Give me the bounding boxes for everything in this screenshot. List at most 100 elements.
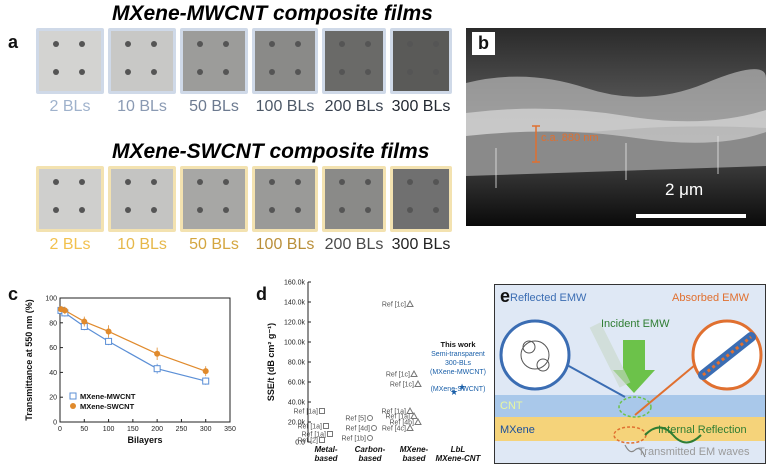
film-hole <box>269 41 275 47</box>
data-point <box>327 431 333 437</box>
x-tick-label: 300 <box>200 426 212 433</box>
mwcnt-film-1 <box>36 28 104 94</box>
film-hole <box>365 207 371 213</box>
y-tick-label: 140.0k <box>284 300 306 307</box>
series-line-2 <box>60 308 206 372</box>
film-hole <box>79 69 85 75</box>
swcnt-film-6 <box>390 166 452 232</box>
x-tick-label: 200 <box>151 426 163 433</box>
category-label: based <box>402 454 426 463</box>
y-axis-title: Transmittance at 550 nm (%) <box>24 299 34 421</box>
swcnt-label-5: 200 BLs <box>324 236 384 253</box>
film-hole <box>125 207 131 213</box>
film-hole <box>407 179 413 185</box>
category-label: based <box>358 454 382 463</box>
swcnt-film-5 <box>322 166 386 232</box>
film-hole <box>53 41 59 47</box>
swcnt-title: MXene-SWCNT composite films <box>112 140 430 163</box>
data-point <box>105 328 112 335</box>
mwcnt-film-row <box>36 28 452 94</box>
film-hole <box>407 41 413 47</box>
mwcnt-label-6: 300 BLs <box>391 98 451 115</box>
panel-c-letter: c <box>8 284 19 304</box>
y-tick-label: 60 <box>49 345 57 352</box>
ref-label: Ref [4c] <box>382 426 406 433</box>
this-work-line: (MXene-SWCNT) <box>431 386 486 393</box>
transmittance-chart: 0 50 100 150 200 250 300 350 0 20 40 60 80 100 Bilayer… <box>24 296 236 446</box>
this-work-line: (MXene-MWCNT) <box>430 369 486 376</box>
y-tick-label: 40.0k <box>288 400 306 407</box>
data-point <box>406 299 414 307</box>
panel-b-letter: b <box>472 32 495 55</box>
mwcnt-label-5: 200 BLs <box>324 98 384 115</box>
film-hole <box>365 179 371 185</box>
ref-label: Ref [1c] <box>382 302 406 309</box>
data-point <box>319 408 325 414</box>
film-hole <box>223 207 229 213</box>
data-point <box>406 423 414 431</box>
data-point: ★ <box>450 388 458 398</box>
swcnt-label-2: 10 BLs <box>117 236 167 253</box>
data-point <box>410 369 418 377</box>
x-tick-label: 100 <box>103 426 115 433</box>
this-work-line: Semi-transparent <box>431 351 485 358</box>
film-hole <box>151 207 157 213</box>
absorbed-emw-label: Absorbed EMW <box>672 292 750 304</box>
mwcnt-film-5 <box>322 28 386 94</box>
transmitted-label: Transmitted EM waves <box>638 446 750 458</box>
data-point <box>414 379 422 387</box>
film-hole <box>269 69 275 75</box>
data-point <box>154 350 161 357</box>
swcnt-film-2 <box>108 166 176 232</box>
swcnt-label-6: 300 BLs <box>391 236 451 253</box>
film-hole <box>407 207 413 213</box>
y-tick-label: 0.0 <box>295 440 305 447</box>
reflected-emw-label: Reflected EMW <box>510 292 587 304</box>
ref-label: Ref [1a] <box>297 424 322 431</box>
data-point <box>153 365 161 373</box>
thickness-label: c.a. 880 nm <box>541 132 599 144</box>
film-hole <box>125 179 131 185</box>
y-tick-label: 0 <box>53 420 57 427</box>
cnt-label: CNT <box>500 400 523 412</box>
film-hole <box>79 41 85 47</box>
film-hole <box>433 179 439 185</box>
film-hole <box>407 69 413 75</box>
film-hole <box>79 179 85 185</box>
data-point <box>414 417 422 425</box>
data-point: ★ <box>458 383 466 393</box>
sem-micrograph <box>466 28 766 226</box>
film-hole <box>125 69 131 75</box>
film-hole <box>295 41 301 47</box>
plot-frame <box>59 297 231 423</box>
swcnt-label-4: 100 BLs <box>255 236 315 253</box>
film-hole <box>53 69 59 75</box>
film-hole <box>269 207 275 213</box>
y-tick-label: 60.0k <box>288 380 306 387</box>
film-hole <box>53 179 59 185</box>
mwcnt-film-6 <box>390 28 452 94</box>
data-point <box>367 415 373 421</box>
data-point <box>202 377 210 385</box>
film-hole <box>197 69 203 75</box>
film-hole <box>151 41 157 47</box>
incident-emw-label: Incident EMW <box>601 318 670 330</box>
data-point <box>202 368 209 375</box>
this-work-title: This work <box>440 340 476 349</box>
mwcnt-label-4: 100 BLs <box>255 98 315 115</box>
film-hole <box>339 207 345 213</box>
film-hole <box>223 179 229 185</box>
mwcnt-film-2 <box>108 28 176 94</box>
film-hole <box>223 41 229 47</box>
film-hole <box>295 179 301 185</box>
mwcnt-film-3 <box>180 28 248 94</box>
x-tick-label: 350 <box>224 426 236 433</box>
ref-label: Ref [1b] <box>341 436 366 443</box>
scale-bar-label: 2 μm <box>665 180 704 199</box>
film-hole <box>79 207 85 213</box>
panel-d-letter: d <box>256 284 267 304</box>
data-point <box>319 437 325 443</box>
film-hole <box>365 69 371 75</box>
film-hole <box>433 41 439 47</box>
legend-label: MXene-MWCNT <box>80 392 136 401</box>
